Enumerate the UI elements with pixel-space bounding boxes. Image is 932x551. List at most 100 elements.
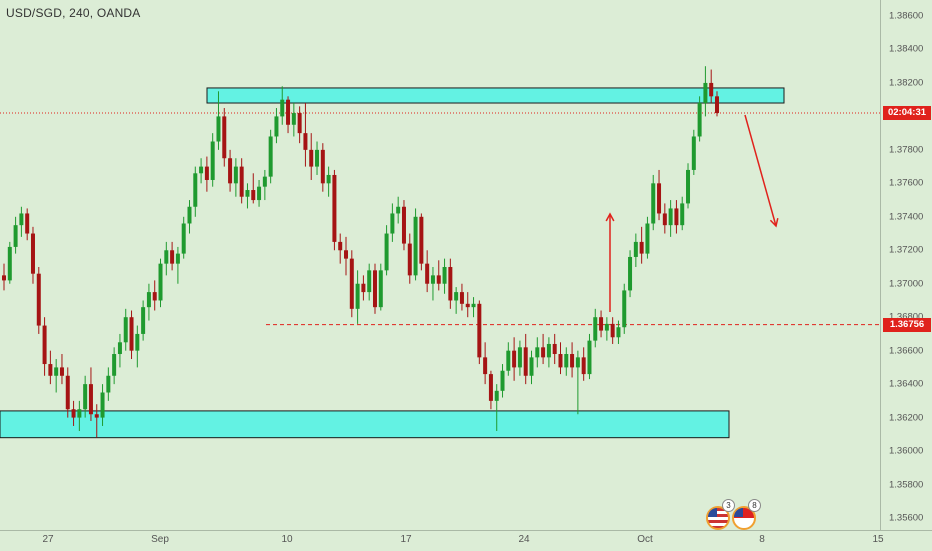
candle-body xyxy=(59,367,64,376)
candle-body xyxy=(30,233,35,274)
candle-body xyxy=(494,390,499,401)
candle-body xyxy=(141,307,146,334)
candle-body xyxy=(662,213,667,226)
candle-body xyxy=(245,190,250,197)
candle-body xyxy=(454,292,459,301)
candle-body xyxy=(552,343,557,355)
candle-body xyxy=(222,116,227,159)
price-tick: 1.37800 xyxy=(889,144,924,156)
candle-body xyxy=(170,250,175,264)
candle-body xyxy=(297,113,302,134)
candle-body xyxy=(401,206,406,244)
candle-body xyxy=(413,216,418,276)
candle-body xyxy=(88,384,93,415)
candle-body xyxy=(344,250,349,259)
candle-body xyxy=(65,375,70,410)
candle-body xyxy=(570,354,575,368)
time-scale[interactable]: 27 Sep 10 17 24 Oct 8 15 xyxy=(0,530,932,551)
candle-body xyxy=(599,317,604,331)
candle-body xyxy=(564,354,569,368)
candle-body xyxy=(517,347,522,368)
price-tick: 1.36600 xyxy=(889,345,924,357)
candle-body xyxy=(181,223,186,254)
candle-body xyxy=(338,241,343,251)
candle-body xyxy=(697,103,702,137)
candle-body xyxy=(651,183,656,224)
price-tick: 1.35800 xyxy=(889,479,924,491)
candle-body xyxy=(645,223,650,254)
candle-body xyxy=(158,263,163,301)
candle-body xyxy=(2,275,6,281)
candle-body xyxy=(407,243,412,276)
candle-body xyxy=(175,253,180,264)
price-tick: 1.35600 xyxy=(889,512,924,524)
candle-body xyxy=(633,241,638,257)
candle-body xyxy=(274,116,279,137)
candle-body xyxy=(19,213,24,226)
candle-body xyxy=(367,270,372,293)
candle-body xyxy=(430,275,435,284)
candle-body xyxy=(204,166,209,180)
economic-events[interactable]: 3 8 xyxy=(706,499,761,530)
level-tag: 1.36756 xyxy=(883,317,931,332)
candle-body xyxy=(164,250,169,264)
candle-body xyxy=(286,99,291,125)
candle-body xyxy=(303,133,308,150)
candle-body xyxy=(216,116,221,142)
up-arrow-head xyxy=(605,212,615,222)
price-tick: 1.38400 xyxy=(889,43,924,55)
date-tick: 10 xyxy=(281,534,293,545)
candle-body xyxy=(100,392,105,418)
candle-body xyxy=(477,303,482,358)
candle-body xyxy=(83,384,88,410)
candle-body xyxy=(680,203,685,226)
candle-body xyxy=(129,317,134,351)
candle-body xyxy=(471,303,476,308)
date-tick: Sep xyxy=(151,534,169,545)
candle-body xyxy=(77,409,82,418)
candle-body xyxy=(210,141,215,180)
candle-body xyxy=(123,317,128,343)
candle-body xyxy=(593,317,598,341)
resistance-zone xyxy=(206,87,785,104)
price-tick: 1.36400 xyxy=(889,378,924,390)
candle-body xyxy=(587,340,592,375)
candlestick-chart[interactable] xyxy=(0,0,880,530)
date-tick: 17 xyxy=(400,534,412,545)
candle-body xyxy=(193,173,198,207)
candle-body xyxy=(668,208,673,226)
candle-body xyxy=(500,370,505,391)
date-tick: 15 xyxy=(872,534,884,545)
date-tick: 27 xyxy=(42,534,54,545)
candle-body xyxy=(199,166,204,174)
date-tick: 8 xyxy=(759,534,765,545)
candle-body xyxy=(152,292,157,301)
candle-body xyxy=(529,357,534,376)
down-arrow-head xyxy=(769,218,779,228)
price-scale[interactable]: 1.386001.384001.382001.380001.378001.376… xyxy=(880,0,932,530)
chart-area[interactable]: USD/SGD, 240, OANDA 3 8 xyxy=(0,0,880,530)
candle-body xyxy=(523,347,528,376)
candle-body xyxy=(135,333,140,351)
candle-body xyxy=(291,113,296,125)
price-tick: 1.37000 xyxy=(889,278,924,290)
candle-body xyxy=(7,246,12,281)
us-event-count: 3 xyxy=(722,499,735,512)
candle-body xyxy=(558,354,563,368)
candle-body xyxy=(709,82,714,97)
candle-body xyxy=(36,273,41,326)
candle-body xyxy=(48,364,53,376)
candle-body xyxy=(442,267,447,284)
candle-body xyxy=(622,290,627,328)
candle-body xyxy=(483,357,488,375)
candle-body xyxy=(378,270,383,308)
candle-body xyxy=(106,375,111,393)
candle-body xyxy=(117,342,122,355)
date-tick: 24 xyxy=(518,534,530,545)
symbol-title: USD/SGD, 240, OANDA xyxy=(6,6,141,20)
candle-body xyxy=(506,350,511,371)
candle-body xyxy=(13,225,18,247)
candle-body xyxy=(465,303,470,308)
candle-body xyxy=(604,323,609,331)
price-tick: 1.37400 xyxy=(889,211,924,223)
